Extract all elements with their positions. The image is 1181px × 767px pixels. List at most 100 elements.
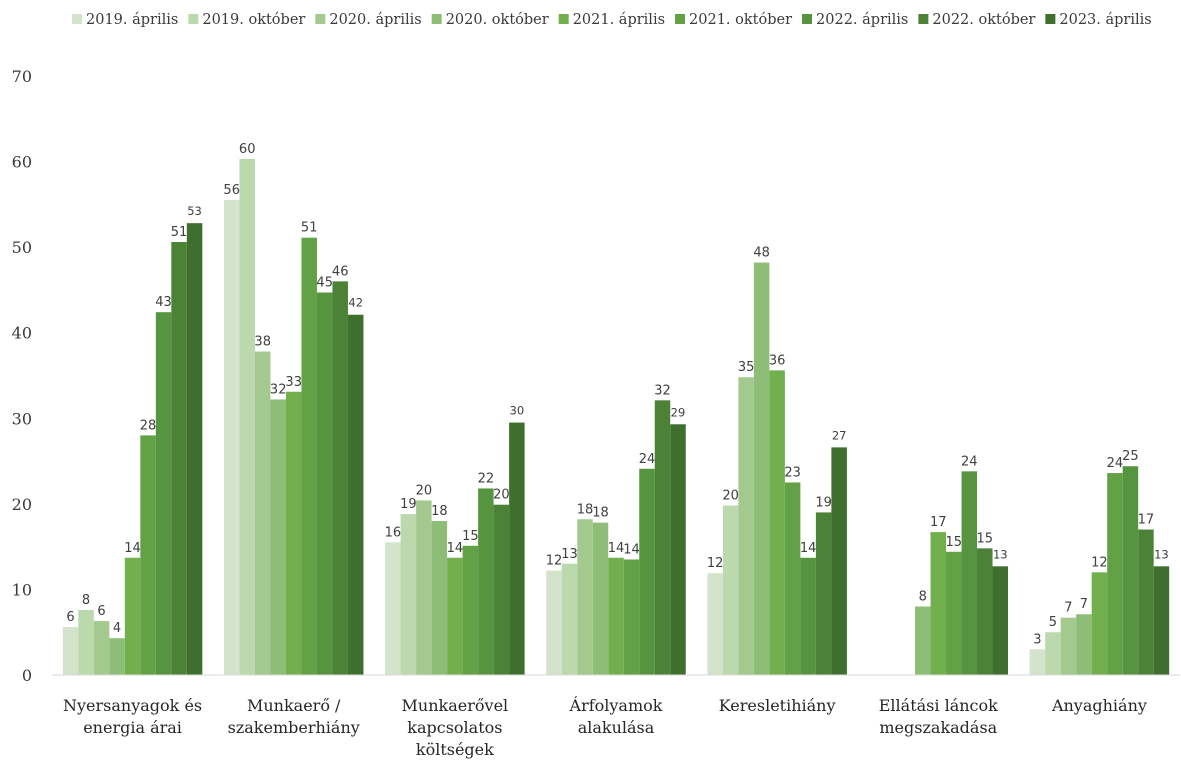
bar [1107,473,1123,675]
data-label: 7 [1064,601,1072,616]
data-label: 15 [977,531,994,546]
bar [155,312,172,675]
data-label: 28 [140,418,157,433]
bar [784,482,801,675]
data-label: 17 [930,515,947,530]
category-label: Munkaerő / szakemberhiány [228,696,360,737]
data-label: 12 [707,556,724,571]
data-label: 24 [961,454,978,469]
legend-label: 2020. április [329,12,421,28]
bar [654,400,671,675]
bar [815,512,832,675]
bar [124,557,141,675]
legend-label: 2019. április [86,12,178,28]
data-label: 60 [239,142,256,157]
data-label: 13 [1154,547,1169,561]
bar [62,627,79,675]
data-label: 19 [400,497,417,512]
legend-item: 2020. október [431,12,549,28]
data-label: 14 [800,541,817,556]
bar [977,548,993,675]
data-label: 13 [993,547,1008,561]
bar [623,559,640,675]
category-label: Keresletihiány [719,696,836,715]
data-label: 3 [1033,632,1041,647]
bar [509,422,525,675]
bar [109,638,125,675]
y-tick-label: 70 [12,67,32,86]
bar [1076,614,1092,675]
bar [478,488,494,675]
bar [385,542,401,675]
legend-swatch [315,14,326,24]
data-label: 25 [1122,449,1139,464]
data-label: 6 [66,610,74,625]
bar [915,606,931,675]
category-label: Anyaghiány [1051,696,1147,715]
x-axis: Nyersanyagok és energia árai Munkaerő / sza… [63,695,1147,759]
legend-item: 2023. április [1045,12,1152,28]
category-label: Nyersanyagok és energia árai [63,696,202,737]
category-label: Ellátási láncok megszakadása [879,696,998,737]
legend-item: 2019. október [188,12,305,28]
bar [930,532,947,675]
data-label: 12 [1091,555,1108,570]
data-label: 33 [285,375,302,390]
bar [171,242,187,675]
legend-item: 2019. április [72,12,178,28]
data-label: 24 [639,452,656,467]
data-label: 43 [155,295,172,310]
legend-item: 2021. április [558,12,665,28]
legend-label: 2021. április [573,12,665,28]
data-label: 16 [385,525,402,540]
data-label: 22 [478,471,495,486]
bar [186,223,203,675]
bar [223,200,240,675]
data-label: 8 [919,590,927,605]
data-label: 7 [1080,597,1088,612]
bar [416,500,432,675]
bar [946,551,962,675]
bar [301,237,317,676]
y-tick-label: 50 [12,238,32,257]
bar [431,520,448,675]
bar [347,314,364,675]
bar [400,514,417,675]
y-tick-label: 40 [12,324,32,343]
bar [270,399,286,675]
value-labels: 6864142843515356603832335145464216192018… [66,142,1168,647]
data-label: 15 [462,529,479,544]
data-label: 23 [784,465,801,480]
data-label: 32 [270,382,287,397]
bars [62,159,1170,676]
legend-swatch [802,14,813,24]
legend-item: 2021. október [675,12,792,28]
bar [769,370,785,675]
data-label: 42 [348,296,363,310]
data-label: 45 [316,276,333,291]
data-label: 13 [561,547,578,562]
legend-label: 2022. április [816,12,908,28]
data-label: 36 [769,353,786,368]
bar [254,351,271,675]
legend-swatch [1045,14,1056,24]
data-label: 29 [671,405,686,419]
bar [93,621,110,675]
bar [1029,649,1046,675]
bar [738,377,754,675]
y-tick-label: 20 [12,495,32,514]
bar [493,504,510,675]
legend-label: 2022. október [932,12,1035,28]
bar [722,505,739,675]
data-label: 5 [1049,615,1057,630]
bar [140,435,156,675]
legend: 2019. április 2019. október 2020. április 2… [72,12,1152,28]
data-label: 14 [608,541,625,556]
bar [78,609,94,675]
bar [316,292,333,675]
bar [447,557,463,675]
data-label: 51 [171,225,188,240]
data-label: 24 [1107,456,1124,471]
bar [577,519,593,675]
legend-swatch [72,14,82,24]
